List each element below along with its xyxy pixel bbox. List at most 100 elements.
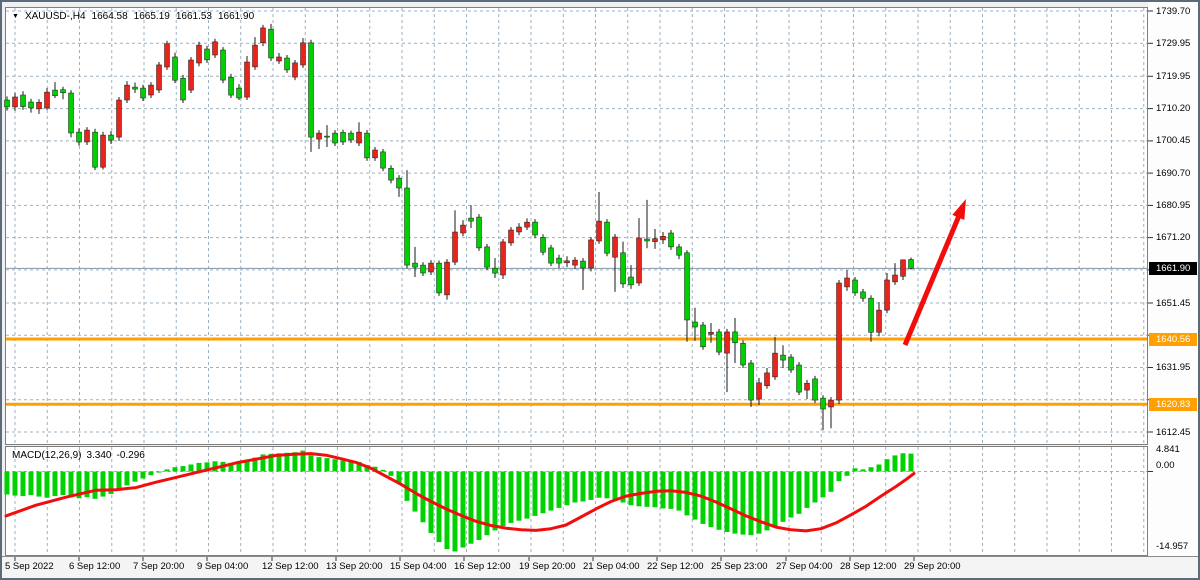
main-chart-panel[interactable] [5, 7, 1148, 445]
macd-histogram-bar [828, 471, 834, 492]
macd-histogram-bar [84, 471, 90, 498]
price-axis-label: 1651.45 [1156, 297, 1191, 309]
macd-signal-line [4, 452, 916, 533]
ohlc-low: 1661.53 [175, 11, 212, 22]
candle [28, 98, 34, 113]
macd-label: MACD(12,26,9) [12, 450, 82, 461]
macd-histogram-bar [564, 471, 570, 506]
date-axis-label: 16 Sep 12:00 [454, 561, 511, 572]
candle [212, 38, 218, 58]
candle [724, 328, 730, 393]
macd-histogram-bar [908, 453, 914, 472]
candle [908, 257, 914, 270]
macd-histogram-bar [636, 471, 642, 507]
symbol-dropdown-icon[interactable]: ▼ [12, 12, 19, 20]
candle [588, 237, 594, 272]
macd-histogram-bar [268, 453, 274, 472]
candle [364, 130, 370, 161]
candle [444, 259, 450, 300]
candle [756, 377, 762, 405]
macd-histogram-bar [548, 471, 554, 511]
date-axis-label: 12 Sep 12:00 [262, 561, 319, 572]
macd-histogram-bar [836, 471, 842, 482]
macd-legend: MACD(12,26,9) 3.340 -0.296 [12, 450, 145, 461]
macd-histogram-bar [332, 459, 338, 472]
macd-histogram-bar [508, 471, 514, 523]
date-axis-label: 28 Sep 12:00 [840, 561, 897, 572]
candle [260, 24, 266, 47]
macd-histogram-bar [732, 471, 738, 534]
macd-histogram-bar [308, 455, 314, 472]
price-axis-label: 1739.70 [1156, 5, 1191, 17]
price-axis-label: 1671.20 [1156, 232, 1191, 244]
macd-histogram-bar [396, 471, 402, 484]
candle [436, 260, 442, 296]
candle [780, 345, 786, 368]
macd-histogram-bar [628, 471, 634, 506]
candle [300, 38, 306, 68]
candle [660, 232, 666, 244]
level-price-tag-2: 1620.83 [1149, 397, 1197, 411]
candle [76, 128, 82, 146]
macd-histogram-bar [780, 471, 786, 522]
trend-arrow-head[interactable] [952, 199, 966, 220]
candle [124, 81, 130, 103]
candle [668, 230, 674, 250]
candle [532, 219, 538, 239]
date-axis-label: 9 Sep 04:00 [197, 561, 249, 572]
candle [276, 53, 282, 64]
candle [228, 73, 234, 98]
date-axis-label: 25 Sep 23:00 [711, 561, 768, 572]
date-axis-label: 19 Sep 20:00 [519, 561, 576, 572]
macd-histogram-bar [820, 471, 826, 498]
candle [460, 220, 466, 237]
candle [732, 318, 738, 363]
candle [252, 37, 258, 70]
macd-histogram-bar [460, 471, 466, 548]
macd-scale-min: -14.957 [1156, 541, 1189, 552]
candle [676, 243, 682, 260]
macd-histogram-bar [260, 454, 266, 472]
candle [740, 340, 746, 368]
macd-histogram-bar [324, 458, 330, 472]
macd-histogram-bar [748, 471, 754, 536]
candle [620, 241, 626, 288]
candle [516, 223, 522, 236]
candle [708, 323, 714, 343]
candle [884, 273, 890, 314]
candle [44, 88, 50, 110]
candle [244, 56, 250, 100]
macd-scale-zero: 0.00 [1156, 460, 1175, 471]
macd-histogram-bar [620, 471, 626, 503]
trend-arrow-shaft[interactable] [902, 212, 963, 346]
macd-histogram-bar [60, 471, 66, 495]
candle [340, 129, 346, 145]
candle [316, 130, 322, 149]
candle [492, 258, 498, 278]
macd-histogram-bar [852, 468, 858, 472]
candle [748, 360, 754, 407]
date-axis-label: 22 Sep 12:00 [647, 561, 704, 572]
macd-main-value: 3.340 [86, 450, 112, 461]
macd-histogram-bar [28, 471, 34, 495]
candle [524, 218, 530, 230]
candle [692, 307, 698, 341]
macd-histogram-bar [868, 467, 874, 472]
candle [92, 128, 98, 171]
macd-histogram-bar [588, 471, 594, 500]
candle [572, 257, 578, 270]
macd-histogram-bar [156, 471, 162, 473]
macd-histogram-bar [68, 471, 74, 498]
candle [292, 60, 298, 81]
candle [548, 244, 554, 267]
macd-histogram-bar [236, 462, 242, 472]
macd-histogram-bar [500, 471, 506, 527]
chart-legend: ▼ XAUUSD-,H4 1664.58 1665.19 1661.53 166… [12, 11, 254, 22]
candle [716, 328, 722, 356]
ohlc-close: 1661.90 [217, 11, 255, 22]
candle [412, 246, 418, 277]
candle [372, 147, 378, 161]
candle [188, 57, 194, 93]
candle [628, 265, 634, 289]
